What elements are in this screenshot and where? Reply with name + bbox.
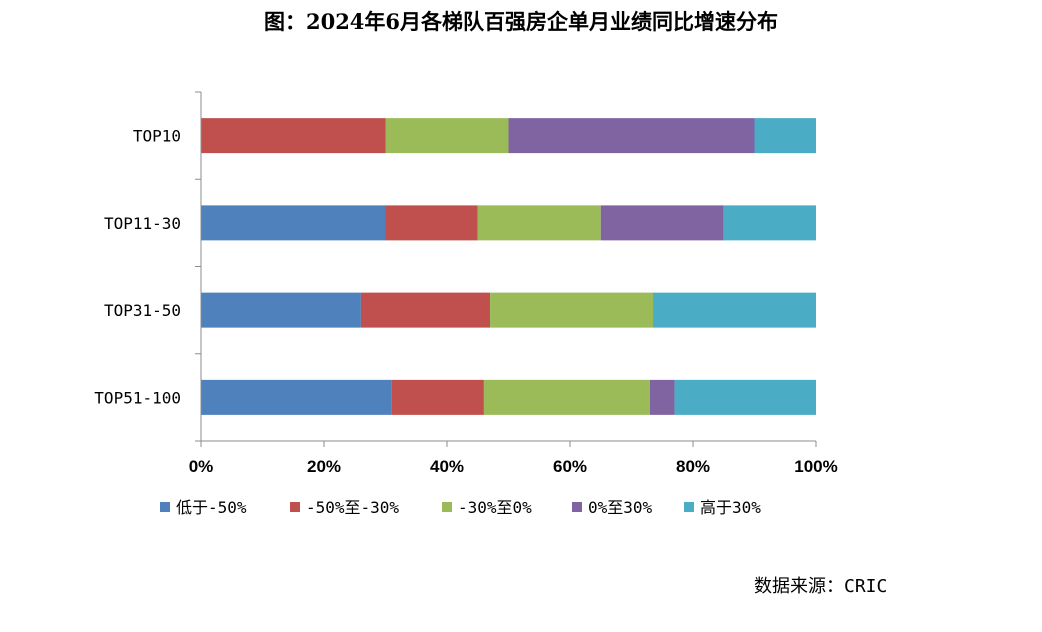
- category-label: TOP31-50: [104, 301, 181, 320]
- legend-label: -30%至0%: [458, 498, 532, 517]
- category-label: TOP10: [133, 127, 181, 146]
- bar-segment-3-2: [483, 379, 650, 415]
- category-label: TOP51-100: [94, 388, 181, 407]
- bar-segment-2-2: [490, 292, 654, 328]
- legend-label: -50%至-30%: [306, 498, 399, 517]
- chart-title: 图：2024年6月各梯队百强房企单月业绩同比增速分布: [263, 9, 779, 34]
- source-note: 数据来源：CRIC: [754, 572, 887, 598]
- bar-segment-1-3: [600, 205, 724, 241]
- bar-segment-2-1: [360, 292, 491, 328]
- bar-segment-0-4: [754, 118, 816, 154]
- x-tick-label: 60%: [553, 457, 587, 476]
- bar-segment-1-2: [477, 205, 601, 241]
- legend-swatch: [160, 502, 170, 512]
- x-tick-label: 40%: [430, 457, 464, 476]
- bar-segment-0-2: [385, 118, 509, 154]
- bar-segment-2-4: [653, 292, 816, 328]
- bar-segment-2-0: [201, 292, 361, 328]
- bar-segment-1-0: [201, 205, 386, 241]
- source-label: 数据来源：: [754, 576, 844, 597]
- x-tick-label: 80%: [676, 457, 710, 476]
- legend-label: 0%至30%: [588, 498, 653, 517]
- bar-segment-3-0: [201, 379, 392, 415]
- legend-swatch: [442, 502, 452, 512]
- source-value: CRIC: [844, 576, 888, 597]
- bar-segment-0-1: [201, 118, 386, 154]
- bar-segment-3-1: [391, 379, 484, 415]
- x-tick-label: 20%: [307, 457, 341, 476]
- x-tick-label: 100%: [794, 457, 837, 476]
- category-label: TOP11-30: [104, 214, 181, 233]
- bar-segment-3-3: [649, 379, 675, 415]
- legend-label: 低于-50%: [176, 498, 247, 517]
- bar-segment-1-4: [723, 205, 816, 241]
- x-tick-label: 0%: [189, 457, 214, 476]
- legend-swatch: [684, 502, 694, 512]
- bar-segment-0-3: [508, 118, 755, 154]
- bar-segment-3-4: [674, 379, 816, 415]
- bar-segment-1-1: [385, 205, 478, 241]
- legend-label: 高于30%: [700, 498, 761, 517]
- legend-swatch: [572, 502, 582, 512]
- legend-swatch: [290, 502, 300, 512]
